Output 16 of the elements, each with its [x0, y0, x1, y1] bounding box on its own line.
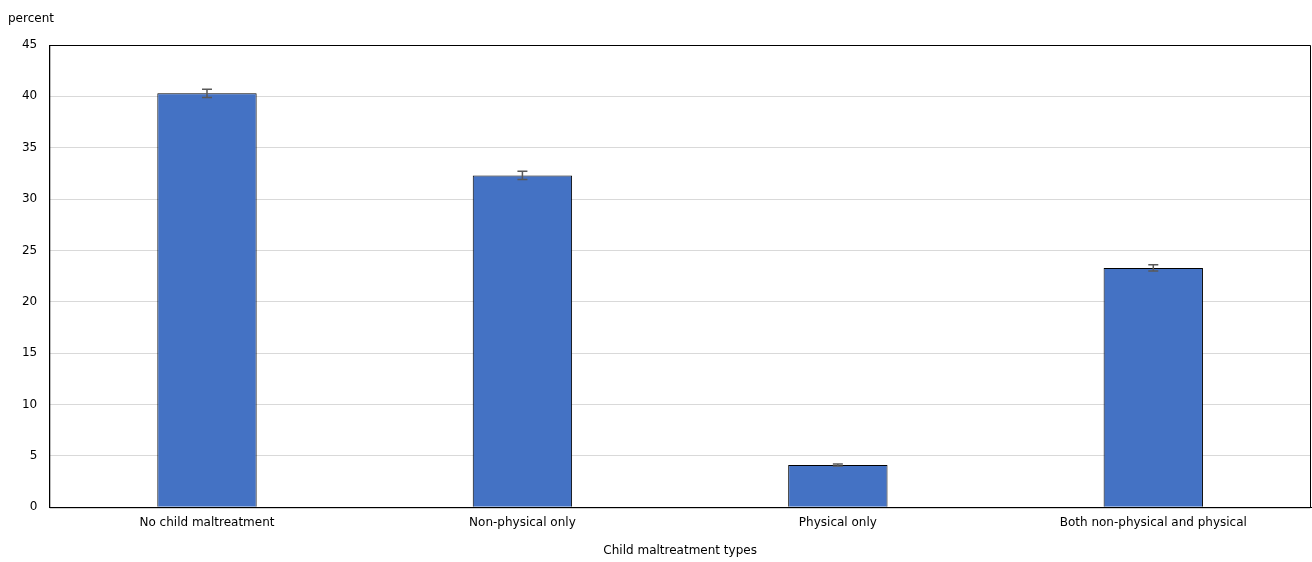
y-tick-label: 40 [21, 88, 38, 103]
x-tick-label: No child maltreatment [139, 514, 275, 529]
y-tick-label: 5 [29, 447, 38, 462]
x-axis-title: Child maltreatment types [603, 542, 757, 557]
x-tick-label: Non-physical only [469, 514, 576, 529]
y-tick-label: 0 [29, 499, 38, 514]
y-tick-label: 35 [21, 139, 38, 154]
y-tick-label: 20 [21, 293, 38, 308]
y-axis-title: percent [8, 11, 55, 26]
y-tick-label: 25 [21, 242, 38, 257]
y-tick-label: 30 [21, 191, 38, 206]
y-tick-label: 15 [21, 345, 38, 360]
y-tick-label: 10 [21, 396, 38, 411]
y-tick-label: 45 [21, 37, 38, 52]
x-tick-label: Both non-physical and physical [1059, 514, 1247, 529]
x-tick-label: Physical only [798, 514, 877, 529]
